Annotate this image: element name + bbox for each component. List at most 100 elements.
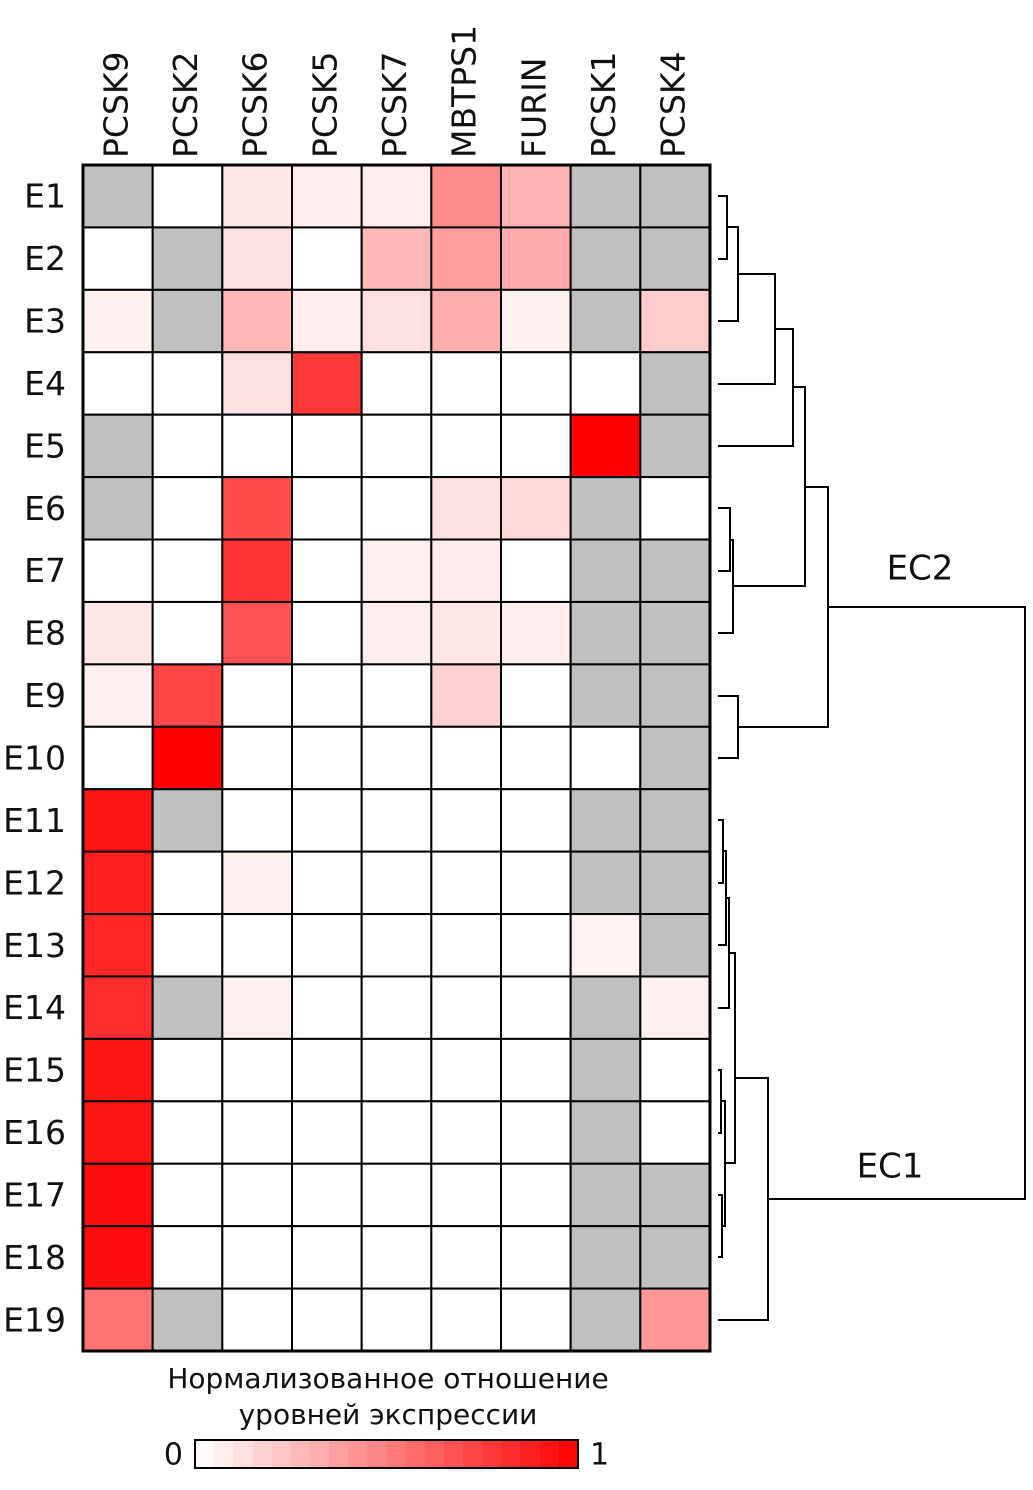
heatmap-cell — [221, 850, 293, 916]
heatmap-cell — [430, 413, 503, 479]
heatmap-cell — [151, 1287, 224, 1353]
heatmap-cell — [151, 788, 224, 853]
heatmap-cell — [221, 663, 293, 728]
colorbar-step — [424, 1440, 445, 1468]
heatmap-cell — [569, 975, 642, 1040]
colorbar-step — [367, 1440, 387, 1468]
heatmap-cell — [151, 476, 224, 541]
heatmap-cell — [221, 1287, 293, 1353]
heatmap-cell — [151, 538, 224, 603]
heatmap-cell — [151, 164, 224, 229]
heatmap-cell — [360, 850, 433, 916]
heatmap-cell — [639, 850, 711, 916]
heatmap-cell — [221, 600, 293, 666]
heatmap-cell — [221, 164, 293, 229]
heatmap-cell — [500, 538, 572, 603]
heatmap-cell — [569, 413, 642, 479]
row-label: E19 — [3, 1300, 66, 1339]
dendrogram — [718, 195, 1026, 1321]
heatmap-cell — [221, 413, 293, 479]
heatmap-cell — [569, 164, 642, 229]
heatmap-cell — [82, 663, 154, 728]
heatmap-cell — [221, 538, 293, 603]
heatmap-cell — [82, 351, 154, 416]
column-label: PCSK4 — [654, 51, 693, 158]
row-label: E4 — [24, 364, 66, 403]
heatmap-cell — [569, 1162, 642, 1228]
heatmap-cell — [500, 413, 572, 479]
heatmap-cell — [151, 351, 224, 416]
heatmap-cell — [500, 351, 572, 416]
heatmap-cell — [221, 788, 293, 853]
column-label: PCSK2 — [166, 51, 205, 158]
cluster-label: EC2 — [887, 549, 954, 589]
heatmap-cell — [291, 1162, 363, 1228]
heatmap-cell — [639, 164, 711, 229]
colorbar-step — [195, 1440, 215, 1468]
heatmap-cell — [221, 1100, 293, 1165]
heatmap-cell — [569, 663, 642, 728]
heatmap-cell — [500, 1162, 572, 1228]
heatmap-cell — [500, 1100, 572, 1165]
heatmap-cell — [639, 1225, 711, 1290]
heatmap-cell — [360, 1287, 433, 1353]
heatmap-cell — [291, 476, 363, 541]
column-label: PCSK9 — [96, 51, 135, 158]
heatmap-cell — [82, 1162, 154, 1228]
heatmap-cell — [500, 476, 572, 541]
heatmap-cell — [360, 788, 433, 853]
colorbar-title: уровней экспрессии — [239, 1398, 538, 1431]
heatmap-cell — [639, 788, 711, 853]
heatmap-cell — [82, 288, 154, 354]
heatmap-cell — [221, 288, 293, 354]
heatmap-cell — [360, 164, 433, 229]
heatmap-cell — [430, 850, 503, 916]
colorbar-tick-label: 1 — [590, 1438, 609, 1473]
heatmap-cell — [82, 1225, 154, 1290]
heatmap-cell — [360, 413, 433, 479]
colorbar-step — [405, 1440, 426, 1468]
heatmap-cell — [82, 226, 154, 291]
heatmap-cell — [291, 850, 363, 916]
colorbar-step — [482, 1440, 502, 1468]
row-label: E6 — [24, 489, 66, 528]
heatmap-cell — [639, 975, 711, 1040]
heatmap-cell — [639, 913, 711, 978]
heatmap-cell — [430, 1287, 503, 1353]
heatmap-cell — [569, 600, 642, 666]
heatmap-cell — [82, 975, 154, 1040]
heatmap-cell — [221, 913, 293, 978]
heatmap-cell — [639, 1037, 711, 1103]
heatmap-cell — [500, 1037, 572, 1103]
heatmap-cell — [291, 538, 363, 603]
heatmap-cell — [221, 1162, 293, 1228]
colorbar-step — [309, 1440, 330, 1468]
row-label: E9 — [24, 676, 66, 715]
heatmap-cell — [430, 913, 503, 978]
heatmap-cell — [430, 538, 503, 603]
row-label: E11 — [3, 801, 66, 840]
row-label: E18 — [3, 1238, 66, 1277]
heatmap-cell — [221, 1037, 293, 1103]
colorbar-step — [348, 1440, 368, 1468]
heatmap-cell — [291, 1037, 363, 1103]
row-label: E2 — [24, 239, 66, 278]
heatmap-cell — [360, 1100, 433, 1165]
heatmap-cell — [430, 1100, 503, 1165]
column-label: PCSK1 — [584, 51, 623, 158]
cluster-label: EC1 — [857, 1147, 924, 1187]
colorbar-step — [252, 1440, 273, 1468]
heatmap-cell — [569, 351, 642, 416]
heatmap-cell — [430, 663, 503, 728]
heatmap-cell — [291, 725, 363, 791]
column-label: PCSK6 — [236, 51, 275, 158]
heatmap-cell — [151, 850, 224, 916]
heatmap-cell — [221, 1225, 293, 1290]
heatmap-cell — [500, 913, 572, 978]
heatmap-cell — [639, 1162, 711, 1228]
heatmap-cell — [151, 1225, 224, 1290]
heatmap-cell — [500, 975, 572, 1040]
heatmap-cell — [569, 538, 642, 603]
heatmap-cell — [430, 288, 503, 354]
